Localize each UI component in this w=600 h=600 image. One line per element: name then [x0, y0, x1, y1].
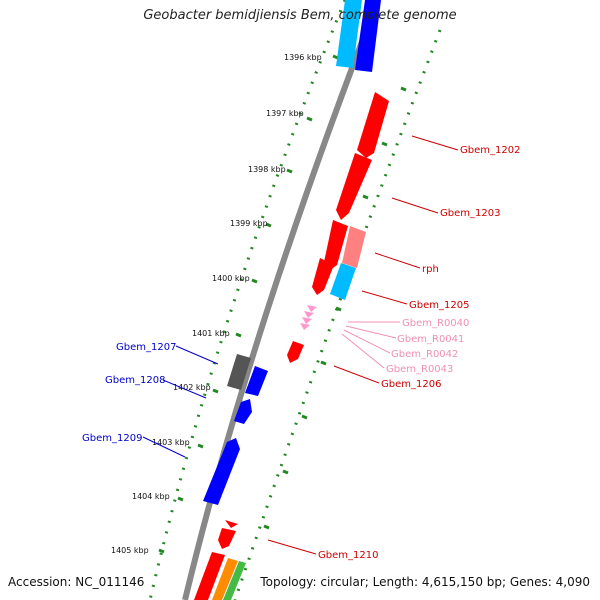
tick-label: 1397 kbp [266, 109, 304, 118]
leader-Gbem_1205 [361, 290, 408, 305]
tick-right-1 [400, 86, 407, 92]
leader-Gbem_1203 [391, 197, 439, 214]
tick-right-2 [381, 141, 388, 147]
map-title: Geobacter bemidjiensis Bem, complete gen… [143, 8, 457, 23]
tick-1400 [251, 278, 258, 284]
tick-1405 [158, 548, 165, 554]
genes-reverse-strand [203, 354, 268, 505]
tick-1403 [197, 443, 204, 449]
gene-orange-bottom[interactable] [212, 558, 238, 600]
ruler-ticks-left [158, 54, 339, 554]
gene-Gbem_1205[interactable] [330, 263, 356, 300]
gene-Gbem_1210[interactable] [218, 528, 236, 549]
tick-label: 1400 kbp [212, 274, 250, 283]
gene-Gbem_R0041[interactable] [304, 311, 314, 318]
leader-Gbem_R0041 [345, 325, 397, 339]
label-Gbem_1202[interactable]: Gbem_1202 [460, 145, 520, 156]
tick-label: 1396 kbp [284, 53, 322, 62]
tick-right-9 [263, 524, 270, 530]
gene-rph[interactable] [342, 226, 366, 268]
ruler-dots-left [148, 0, 347, 600]
tick-1401 [235, 332, 242, 338]
gene-Gbem_1202[interactable] [357, 92, 389, 158]
gene-Gbem_1209[interactable] [203, 438, 240, 505]
tick-1399 [265, 222, 272, 228]
genome-backbone [182, 0, 381, 600]
gene-Gbem_1208b[interactable] [234, 399, 252, 424]
leader-rph [374, 252, 421, 269]
gene-labels-right: Gbem_1202 Gbem_1203 rph Gbem_1205 Gbem_R… [318, 145, 520, 561]
gene-Gbem_1203[interactable] [336, 153, 372, 220]
gene-Gbem_1206[interactable] [287, 341, 304, 363]
leader-Gbem_1206 [333, 365, 380, 384]
tick-right-6 [320, 360, 327, 366]
leader-Gbem_R0043 [341, 333, 385, 369]
gene-Gbem_1210a[interactable] [225, 520, 238, 528]
gene-labels-left: Gbem_1207 Gbem_1208 Gbem_1209 [82, 342, 176, 444]
tick-label: 1402 kbp [173, 383, 211, 392]
label-Gbem_1210[interactable]: Gbem_1210 [318, 550, 378, 561]
leader-Gbem_1208 [162, 379, 207, 399]
leader-Gbem_1207 [175, 345, 219, 365]
tick-label: 1398 kbp [248, 165, 286, 174]
label-Gbem_R0040[interactable]: Gbem_R0040 [402, 318, 469, 329]
label-rph[interactable]: rph [422, 264, 439, 275]
gene-Gbem_1208[interactable] [245, 366, 268, 396]
tick-label: 1399 kbp [230, 219, 268, 228]
gene-red-1399a[interactable] [324, 220, 348, 270]
tick-label: 1401 kbp [192, 329, 230, 338]
label-Gbem_R0043[interactable]: Gbem_R0043 [386, 364, 453, 375]
leader-Gbem_1202 [411, 135, 459, 151]
tick-label: 1405 kbp [111, 546, 149, 555]
gene-blue-top[interactable] [355, 0, 381, 72]
label-leaders-left [142, 345, 219, 458]
gene-red-bottom[interactable] [194, 552, 225, 600]
genes-forward-strand [194, 0, 389, 600]
label-Gbem_R0041[interactable]: Gbem_R0041 [397, 334, 464, 345]
tick-labels: 1396 kbp 1397 kbp 1398 kbp 1399 kbp 1400… [111, 53, 322, 555]
accession-text: Accession: NC_011146 [8, 575, 145, 589]
tick-right-8 [282, 469, 289, 475]
tick-right-7 [301, 414, 308, 420]
gene-green-bottom[interactable] [223, 561, 246, 600]
tick-1402 [212, 388, 219, 394]
label-Gbem_1209[interactable]: Gbem_1209 [82, 433, 142, 444]
tick-label: 1403 kbp [152, 438, 190, 447]
label-Gbem_1206[interactable]: Gbem_1206 [381, 379, 441, 390]
tick-right-3 [362, 194, 369, 200]
leader-Gbem_1209 [142, 436, 186, 458]
label-Gbem_1208[interactable]: Gbem_1208 [105, 375, 165, 386]
gene-red-1399b[interactable] [312, 258, 334, 295]
label-leaders-right [267, 135, 459, 555]
gene-Gbem_R0040[interactable] [307, 305, 317, 312]
label-Gbem_R0042[interactable]: Gbem_R0042 [391, 349, 458, 360]
tick-label: 1404 kbp [132, 492, 170, 501]
label-Gbem_1203[interactable]: Gbem_1203 [440, 208, 500, 219]
tick-1404 [177, 496, 184, 502]
gene-Gbem_R0042[interactable] [302, 317, 312, 324]
topology-text: Topology: circular; Length: 4,615,150 bp… [260, 575, 590, 589]
label-Gbem_1205[interactable]: Gbem_1205 [409, 300, 469, 311]
tick-1397 [306, 116, 313, 122]
label-Gbem_1207[interactable]: Gbem_1207 [116, 342, 176, 353]
leader-Gbem_R0042 [343, 329, 391, 354]
leader-Gbem_1210 [267, 539, 317, 555]
gene-cyan-top[interactable] [336, 0, 362, 68]
tick-1398 [286, 168, 293, 174]
gene-Gbem_1207[interactable] [227, 354, 251, 390]
gene-Gbem_R0043[interactable] [300, 323, 310, 330]
tick-right-5 [335, 306, 342, 312]
